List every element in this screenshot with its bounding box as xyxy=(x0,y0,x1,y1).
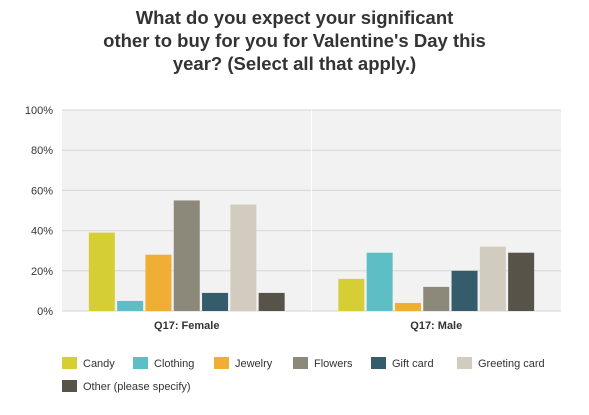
chart-title-line-1: What do you expect your significant xyxy=(135,7,454,28)
bar xyxy=(338,278,365,311)
legend-swatch xyxy=(293,357,308,369)
y-tick-label: 100% xyxy=(25,105,53,117)
bar xyxy=(145,254,172,311)
bar xyxy=(394,302,421,311)
y-tick-label: 60% xyxy=(31,185,53,197)
legend-label: Flowers xyxy=(314,358,353,370)
y-tick-label: 0% xyxy=(37,306,53,318)
bar xyxy=(366,252,393,311)
bar xyxy=(423,286,450,311)
legend-swatch xyxy=(371,357,386,369)
chart-title-line-3: year? (Select all that apply.) xyxy=(172,53,417,74)
bar xyxy=(202,292,229,311)
legend-swatch xyxy=(214,357,229,369)
y-tick-label: 20% xyxy=(31,266,53,278)
bar xyxy=(451,270,478,311)
legend-swatch xyxy=(133,357,148,369)
bar xyxy=(88,232,115,311)
chart-title: What do you expect your significant othe… xyxy=(0,6,589,75)
legend-label: Greeting card xyxy=(478,358,545,370)
y-tick-label: 40% xyxy=(31,226,53,238)
bar xyxy=(117,300,144,311)
legend-label: Other (please specify) xyxy=(83,381,191,393)
legend-label: Candy xyxy=(83,358,115,370)
x-category-label: Q17: Male xyxy=(410,320,462,332)
bar xyxy=(479,246,506,311)
bar xyxy=(508,252,535,311)
bar xyxy=(230,204,257,311)
bar xyxy=(173,200,200,311)
legend-label: Gift card xyxy=(392,358,434,370)
legend-swatch xyxy=(457,357,472,369)
legend-label: Clothing xyxy=(154,358,194,370)
legend-swatch xyxy=(62,380,77,392)
chart-title-line-2: other to buy for you for Valentine's Day… xyxy=(103,30,486,51)
legend-swatch xyxy=(62,357,77,369)
legend-label: Jewelry xyxy=(235,358,273,370)
bar xyxy=(258,292,285,311)
y-tick-label: 80% xyxy=(31,145,53,157)
x-category-label: Q17: Female xyxy=(154,320,219,332)
